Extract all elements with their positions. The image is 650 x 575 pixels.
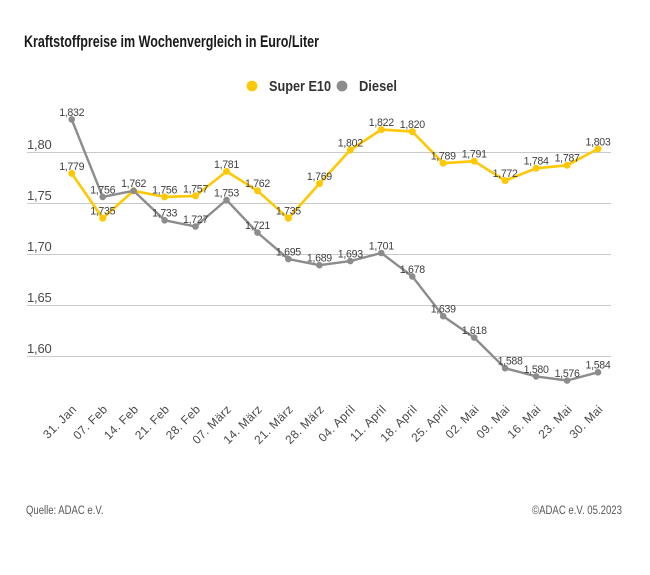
svg-text:1,781: 1,781 — [214, 159, 239, 171]
svg-text:Diesel: Diesel — [359, 79, 397, 95]
svg-text:1,756: 1,756 — [90, 184, 115, 196]
svg-text:1,784: 1,784 — [524, 156, 549, 168]
svg-text:1,580: 1,580 — [524, 364, 549, 376]
svg-text:1,689: 1,689 — [307, 253, 332, 265]
svg-text:1,678: 1,678 — [400, 264, 425, 276]
svg-text:1,639: 1,639 — [431, 304, 456, 316]
svg-text:1,695: 1,695 — [276, 247, 301, 259]
svg-text:1,80: 1,80 — [27, 137, 52, 152]
svg-text:Quelle: ADAC e.V.: Quelle: ADAC e.V. — [26, 505, 104, 517]
svg-text:1,60: 1,60 — [27, 341, 52, 356]
svg-text:1,735: 1,735 — [276, 206, 301, 218]
svg-text:1,756: 1,756 — [152, 184, 177, 196]
svg-text:1,820: 1,820 — [400, 119, 425, 131]
svg-text:1,779: 1,779 — [59, 161, 84, 173]
svg-text:1,802: 1,802 — [338, 137, 363, 149]
svg-text:1,588: 1,588 — [498, 356, 523, 368]
svg-text:1,576: 1,576 — [555, 368, 580, 380]
svg-text:1,727: 1,727 — [183, 214, 208, 226]
svg-text:1,735: 1,735 — [90, 206, 115, 218]
svg-text:1,70: 1,70 — [27, 239, 52, 254]
svg-text:1,791: 1,791 — [462, 149, 487, 161]
svg-text:Super E10: Super E10 — [269, 79, 331, 95]
svg-text:1,693: 1,693 — [338, 249, 363, 261]
svg-text:1,803: 1,803 — [585, 136, 610, 148]
svg-text:1,721: 1,721 — [245, 220, 270, 232]
svg-text:1,762: 1,762 — [245, 178, 270, 190]
svg-text:1,832: 1,832 — [59, 107, 84, 119]
svg-text:1,733: 1,733 — [152, 208, 177, 220]
svg-text:©ADAC e.V. 05.2023: ©ADAC e.V. 05.2023 — [532, 505, 622, 517]
svg-text:Kraftstoffpreise im Wochenverg: Kraftstoffpreise im Wochenvergleich in E… — [24, 33, 320, 51]
svg-text:1,789: 1,789 — [431, 151, 456, 163]
svg-text:1,822: 1,822 — [369, 117, 394, 129]
svg-text:1,757: 1,757 — [183, 183, 208, 195]
svg-text:1,65: 1,65 — [27, 290, 52, 305]
svg-text:1,787: 1,787 — [555, 153, 580, 165]
svg-text:1,75: 1,75 — [27, 188, 52, 203]
svg-text:1,772: 1,772 — [493, 168, 518, 180]
svg-text:1,762: 1,762 — [121, 178, 146, 190]
svg-text:1,618: 1,618 — [462, 325, 487, 337]
svg-text:1,769: 1,769 — [307, 171, 332, 183]
svg-text:1,584: 1,584 — [585, 360, 610, 372]
svg-text:1,701: 1,701 — [369, 240, 394, 252]
svg-text:1,753: 1,753 — [214, 187, 239, 199]
